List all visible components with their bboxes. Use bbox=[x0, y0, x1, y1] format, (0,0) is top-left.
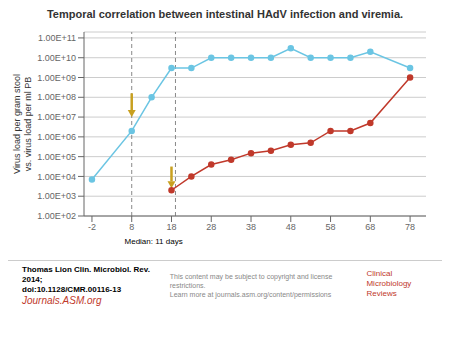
svg-text:58: 58 bbox=[326, 222, 336, 232]
svg-text:18: 18 bbox=[166, 222, 176, 232]
svg-text:1.00E+03: 1.00E+03 bbox=[37, 191, 76, 201]
html-text:Temporal correlation between i: Temporal correlation between intestinal … bbox=[46, 8, 404, 20]
html-text:doi:10.1128/CMR.00116-13: doi:10.1128/CMR.00116-13 bbox=[22, 285, 122, 294]
html-text:Thomas Lion Clin. Microbiol. R: Thomas Lion Clin. Microbiol. Rev. 2014; bbox=[22, 265, 150, 284]
svg-text:-2: -2 bbox=[88, 222, 96, 232]
svg-text:1.00E+02: 1.00E+02 bbox=[37, 211, 76, 221]
svg-text:78: 78 bbox=[405, 222, 415, 232]
svg-text:1.00E+04: 1.00E+04 bbox=[37, 172, 76, 182]
svg-text:1.00E+09: 1.00E+09 bbox=[37, 73, 76, 83]
svg-text:1.00E+08: 1.00E+08 bbox=[37, 92, 76, 102]
svg-text:1.00E+05: 1.00E+05 bbox=[37, 152, 76, 162]
svg-text:Virus load per gram stoolvs. v: Virus load per gram stoolvs. virus load … bbox=[12, 74, 33, 174]
svg-text:48: 48 bbox=[286, 222, 296, 232]
svg-text:1.00E+10: 1.00E+10 bbox=[37, 53, 76, 63]
svg-text:1.00E+07: 1.00E+07 bbox=[37, 112, 76, 122]
svg-text:68: 68 bbox=[365, 222, 375, 232]
svg-text:38: 38 bbox=[246, 222, 256, 232]
html-text:Clinical Microbiology Reviews: Clinical Microbiology Reviews bbox=[366, 269, 412, 298]
svg-text:1.00E+11: 1.00E+11 bbox=[38, 33, 76, 43]
svg-text:8: 8 bbox=[129, 222, 134, 232]
html-text:This content may be subject to: This content may be subject to copyright… bbox=[169, 273, 333, 298]
svg-text:28: 28 bbox=[206, 222, 216, 232]
svg-text:Median: 11 days: Median: 11 days bbox=[125, 237, 183, 246]
svg-text:1.00E+06: 1.00E+06 bbox=[37, 132, 76, 142]
html-text:Journals.ASM.org: Journals.ASM.org bbox=[22, 295, 102, 306]
